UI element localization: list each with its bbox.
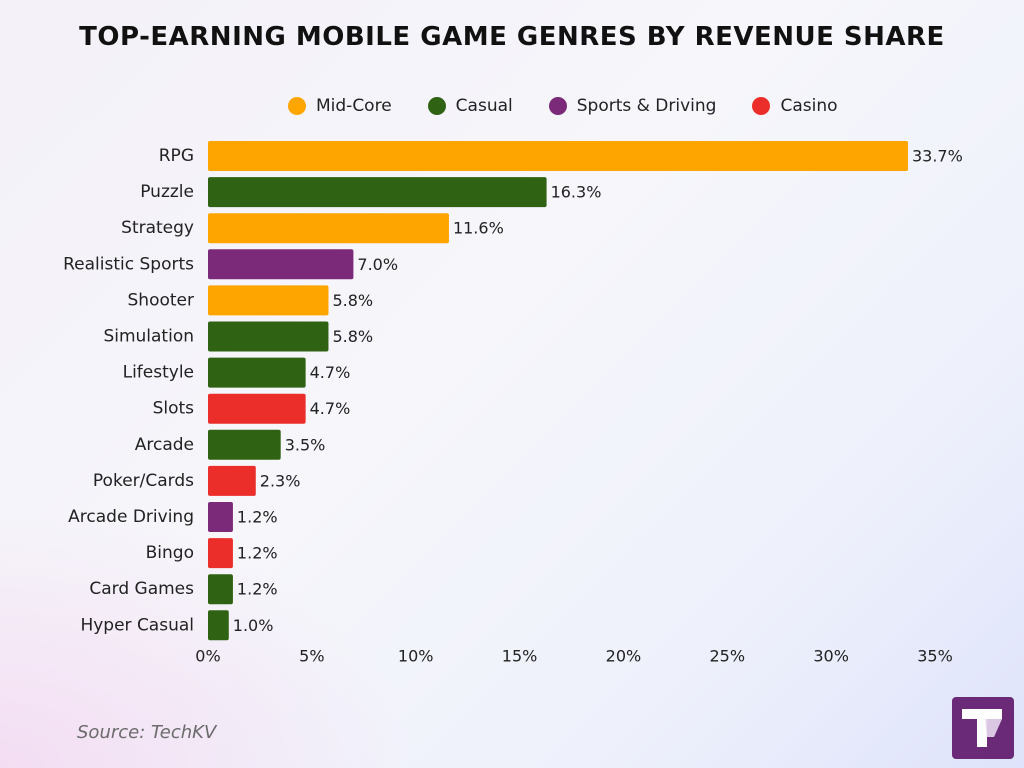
category-label: Puzzle xyxy=(140,182,194,202)
techkv-logo-icon xyxy=(952,697,1014,759)
chart-title: TOP-EARNING MOBILE GAME GENRES BY REVENU… xyxy=(79,22,945,52)
bar xyxy=(208,574,233,605)
legend-swatch xyxy=(548,97,567,115)
bar xyxy=(208,429,281,460)
bar xyxy=(208,393,306,424)
x-tick-label: 25% xyxy=(710,647,746,666)
category-label: Simulation xyxy=(103,327,194,347)
legend-swatch xyxy=(288,97,306,115)
data-label: 7.0% xyxy=(357,255,398,274)
x-tick-label: 0% xyxy=(195,647,220,666)
category-label: Lifestyle xyxy=(123,363,194,383)
legend-swatch xyxy=(752,97,771,115)
data-label: 3.5% xyxy=(285,435,326,454)
bar xyxy=(208,249,354,280)
legend-label: Casino xyxy=(780,96,838,116)
bar xyxy=(208,177,547,208)
legend-swatch xyxy=(427,97,446,115)
x-tick-label: 20% xyxy=(606,647,642,666)
data-label: 2.3% xyxy=(260,471,301,490)
legend-label: Casual xyxy=(455,96,513,116)
category-label: Arcade Driving xyxy=(68,507,194,527)
bar xyxy=(208,321,329,352)
x-tick-label: 35% xyxy=(917,647,953,666)
category-label: Slots xyxy=(153,399,195,419)
legend-label: Mid-Core xyxy=(316,96,392,116)
category-label: Bingo xyxy=(146,543,194,563)
category-label: RPG xyxy=(159,146,194,166)
bar xyxy=(208,357,306,388)
source-credit: Source: TechKV xyxy=(77,722,217,743)
legend-item: Casual xyxy=(427,96,513,116)
category-label: Strategy xyxy=(121,218,194,238)
category-label: Arcade xyxy=(135,435,194,455)
data-label: 1.2% xyxy=(237,580,278,599)
bar xyxy=(208,502,233,532)
x-tick-label: 10% xyxy=(398,647,434,666)
data-label: 5.8% xyxy=(332,327,373,346)
data-label: 4.7% xyxy=(310,363,351,382)
data-label: 11.6% xyxy=(453,219,504,238)
legend-item: Sports & Driving xyxy=(548,96,717,116)
legend-item: Casino xyxy=(752,96,838,116)
category-label: Card Games xyxy=(89,579,194,599)
category-label: Poker/Cards xyxy=(93,471,194,491)
bar xyxy=(208,538,233,569)
x-tick-label: 30% xyxy=(813,647,849,666)
chart-legend: Mid-Core Casual Sports & Driving Casino xyxy=(288,94,874,118)
data-label: 1.2% xyxy=(237,508,278,527)
x-tick-label: 5% xyxy=(299,647,324,666)
category-label: Shooter xyxy=(128,290,194,310)
category-label: Realistic Sports xyxy=(63,254,194,274)
bar xyxy=(208,285,329,316)
data-label: 33.7% xyxy=(912,147,963,166)
bar xyxy=(208,213,449,244)
data-label: 1.2% xyxy=(237,544,278,563)
data-label: 1.0% xyxy=(233,616,274,635)
x-tick-label: 15% xyxy=(502,647,538,666)
bar xyxy=(208,141,908,171)
data-label: 16.3% xyxy=(551,183,602,202)
bar xyxy=(208,610,229,641)
legend-label: Sports & Driving xyxy=(576,96,717,116)
category-label: Hyper Casual xyxy=(80,615,194,635)
legend-item: Mid-Core xyxy=(288,96,392,116)
data-label: 4.7% xyxy=(310,399,351,418)
data-label: 5.8% xyxy=(332,291,373,310)
bar xyxy=(208,465,256,496)
